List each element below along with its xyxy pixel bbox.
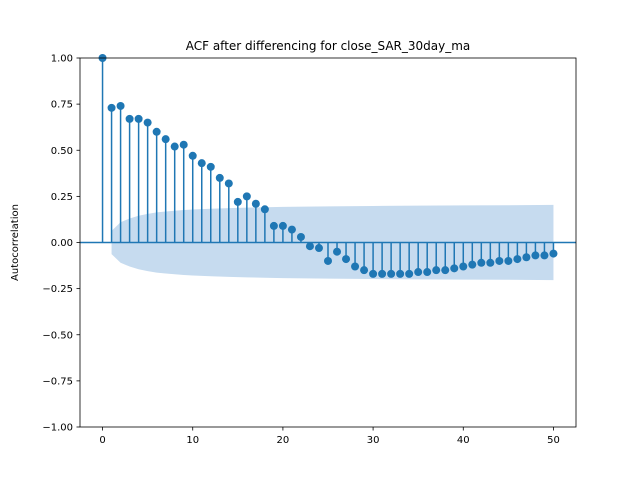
- ticks-layer: 0 10 20 30 40 50 −1.00 −0.75 −0.50 −0.25 0.00 0.25 0…: [42, 54, 559, 447]
- acf-point: [251, 199, 260, 208]
- acf-point: [513, 255, 522, 264]
- acf-point: [423, 268, 432, 277]
- acf-point: [134, 114, 143, 123]
- acf-point: [224, 179, 233, 188]
- y-axis-label: Autocorrelation: [10, 204, 21, 281]
- acf-point: [360, 266, 369, 275]
- acf-point: [396, 269, 405, 278]
- acf-point: [378, 269, 387, 278]
- y-tick-label: −0.25: [42, 284, 73, 295]
- acf-point: [287, 225, 296, 234]
- acf-point: [215, 173, 224, 182]
- acf-point: [459, 262, 468, 271]
- y-tick-label: 0.00: [51, 238, 73, 249]
- y-tick-label: −1.00: [42, 423, 73, 434]
- acf-point: [540, 251, 549, 260]
- acf-point: [260, 205, 269, 214]
- acf-point: [495, 256, 504, 265]
- acf-point: [387, 269, 396, 278]
- x-tick-label: 30: [367, 435, 380, 446]
- acf-point: [125, 114, 134, 123]
- acf-point: [188, 151, 197, 160]
- acf-point: [107, 103, 116, 112]
- x-tick-label: 0: [99, 435, 105, 446]
- acf-point: [468, 260, 477, 269]
- acf-point: [296, 232, 305, 241]
- acf-point: [333, 247, 342, 256]
- acf-point: [414, 268, 423, 277]
- stems-layer: [80, 54, 576, 278]
- acf-point: [432, 266, 441, 275]
- y-tick-label: 0.25: [51, 192, 73, 203]
- acf-point: [242, 192, 251, 201]
- acf-point: [206, 162, 215, 171]
- y-tick-label: 0.75: [51, 100, 73, 111]
- acf-point: [522, 253, 531, 262]
- acf-point: [351, 262, 360, 271]
- acf-point: [324, 256, 332, 265]
- acf-point: [405, 269, 414, 278]
- acf-point: [314, 244, 323, 253]
- y-tick-label: 0.50: [51, 146, 73, 157]
- x-tick-label: 50: [547, 435, 560, 446]
- acf-point: [278, 221, 287, 230]
- acf-point: [549, 249, 558, 258]
- acf-point: [197, 159, 206, 168]
- acf-point: [450, 264, 459, 273]
- acf-point: [504, 256, 513, 265]
- acf-point: [269, 221, 278, 230]
- acf-point: [170, 142, 179, 151]
- y-tick-label: −0.75: [42, 376, 73, 387]
- acf-point: [305, 242, 314, 251]
- y-tick-label: −0.50: [42, 330, 73, 341]
- acf-point: [531, 251, 540, 260]
- acf-point: [441, 266, 450, 275]
- acf-point: [233, 197, 242, 206]
- y-tick-label: 1.00: [51, 54, 73, 65]
- acf-point: [152, 127, 161, 136]
- acf-point: [179, 140, 188, 149]
- acf-point: [161, 135, 170, 144]
- acf-point: [342, 255, 351, 264]
- x-tick-label: 40: [457, 435, 470, 446]
- chart-title: ACF after differencing for close_SAR_30d…: [186, 39, 471, 53]
- x-tick-label: 20: [277, 435, 290, 446]
- x-tick-label: 10: [186, 435, 199, 446]
- acf-point: [477, 258, 486, 267]
- acf-point: [116, 101, 125, 110]
- acf-point: [143, 118, 152, 127]
- acf-point: [486, 258, 495, 267]
- acf-point: [369, 269, 378, 278]
